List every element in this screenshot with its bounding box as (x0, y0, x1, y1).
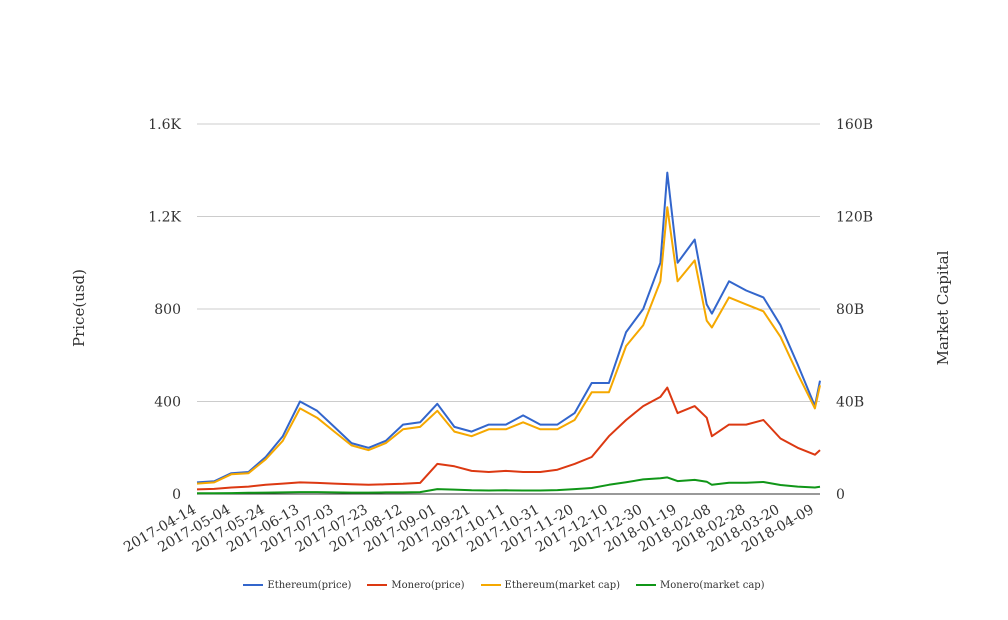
y-right-tick-label: 80B (836, 302, 864, 318)
y-left-tick-label: 400 (154, 395, 181, 411)
legend-label: Monero(price) (391, 579, 465, 591)
x-axis-ticks: 2017-04-142017-05-042017-05-242017-06-13… (121, 502, 817, 556)
y-right-tick-label: 40B (836, 395, 864, 411)
series-line-monero-market-cap (197, 476, 821, 495)
y-right-tick-label: 0 (836, 487, 845, 503)
y-left-tick-label: 0 (172, 487, 181, 503)
legend-swatch (480, 584, 501, 586)
y-left-tick-label: 1.2K (148, 210, 181, 226)
legend-swatch (636, 584, 656, 586)
legend-label: Ethereum(price) (267, 579, 352, 591)
y-axis-left-ticks: 0 400 800 1.2K 1.6K (148, 117, 181, 503)
legend-item: Monero(market cap) (636, 580, 765, 591)
y-axis-left-title: Price(usd) (70, 269, 88, 347)
legend-item: Ethereum(price) (243, 580, 351, 591)
y-left-tick-label: 1.6K (148, 117, 181, 133)
y-axis-right-title: Market Capital (934, 250, 952, 365)
chart-legend: Ethereum(price) Monero(price) Ethereum(mar… (0, 576, 1008, 594)
series-line-ethereum-price (196, 171, 821, 484)
series-line-ethereum-market-cap (196, 206, 821, 485)
y-right-tick-label: 160B (836, 117, 873, 133)
series-line-monero-price (196, 386, 821, 491)
grid-layer (197, 123, 820, 495)
y-left-tick-label: 800 (154, 302, 181, 318)
y-axis-right-ticks: 0 40B 80B 120B 160B (836, 117, 873, 503)
legend-swatch (367, 584, 388, 586)
legend-swatch (243, 584, 264, 586)
legend-label: Monero(market cap) (660, 579, 765, 591)
legend-label: Ethereum(market cap) (504, 579, 620, 591)
legend-item: Ethereum(market cap) (480, 579, 620, 591)
y-right-tick-label: 120B (836, 210, 873, 226)
series-layer (196, 171, 821, 495)
legend-item: Monero(price) (367, 579, 465, 591)
